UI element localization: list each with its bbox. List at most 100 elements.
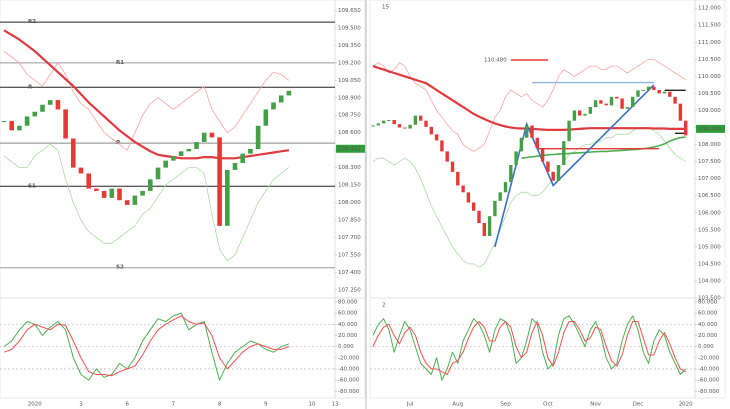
candle	[609, 96, 614, 106]
oscillator-line	[372, 315, 687, 381]
level-label: 110.480	[484, 58, 507, 64]
last-price-box	[336, 144, 365, 153]
candle	[387, 120, 391, 122]
candle	[509, 165, 513, 183]
candle	[124, 200, 130, 205]
x-tick-label: 8	[218, 402, 222, 408]
candle	[572, 110, 577, 121]
candle	[652, 86, 656, 91]
candle	[240, 153, 245, 163]
candle	[631, 96, 635, 108]
x-tick-label: 6	[125, 402, 129, 408]
candle	[466, 192, 471, 203]
y-tick-label: 112.000	[698, 6, 721, 12]
candle	[232, 162, 238, 170]
pivot-label: S1	[28, 183, 36, 189]
y-tick-label: 109.500	[698, 91, 721, 97]
candle	[94, 188, 99, 191]
candle	[263, 109, 269, 126]
candle	[255, 125, 261, 149]
x-tick-label: 2020	[28, 402, 42, 408]
indicator-line	[3, 143, 290, 262]
y-tick-label: 20.000	[698, 333, 718, 339]
y-tick-label: 103.500	[698, 296, 721, 302]
candle	[472, 202, 476, 211]
x-tick-label: 7	[172, 402, 176, 408]
y-tick-label: 0.000	[338, 344, 354, 350]
candle	[519, 137, 524, 152]
y-tick-label: 109.500	[338, 25, 361, 31]
y-tick-label: 107.250	[338, 287, 361, 293]
candle	[477, 210, 481, 223]
y-tick-label: 108.000	[698, 142, 721, 148]
candle	[9, 121, 14, 131]
candle	[668, 91, 672, 97]
x-tick-label: Jul	[406, 402, 414, 408]
candle	[456, 171, 460, 186]
candle	[248, 149, 253, 154]
panel-title: 2	[382, 303, 386, 309]
x-tick-label: Oct	[543, 402, 553, 408]
candle	[419, 115, 423, 121]
candle	[535, 137, 539, 148]
panel-title: 15	[382, 5, 389, 11]
y-tick-label: 108.150	[338, 183, 361, 189]
y-tick-label: 109.050	[338, 78, 361, 84]
y-tick-label: 106.500	[698, 193, 721, 199]
candle	[217, 137, 222, 226]
candle	[440, 140, 444, 152]
indicator-line	[372, 127, 686, 268]
candle	[32, 111, 38, 117]
candle	[567, 120, 571, 142]
candle	[546, 161, 550, 172]
candle	[599, 100, 603, 104]
candle	[140, 190, 145, 196]
candle	[615, 96, 619, 99]
y-tick-label: 0.000	[698, 344, 714, 350]
candle	[482, 222, 486, 236]
candle	[424, 120, 428, 127]
candle	[371, 125, 375, 127]
candle	[662, 91, 667, 94]
candle	[63, 109, 68, 139]
candle	[163, 160, 168, 168]
x-tick-label: Nov	[590, 402, 601, 408]
y-tick-label: -20.000	[698, 355, 720, 361]
indicator-line	[372, 58, 686, 152]
y-tick-label: 109.650	[338, 8, 361, 14]
x-tick-label: 3	[79, 402, 83, 408]
y-tick-label: 105.500	[698, 227, 721, 233]
pivot-label: S2	[116, 265, 124, 271]
candle	[684, 120, 688, 136]
candle	[271, 102, 276, 110]
y-tick-label: 60.000	[338, 311, 358, 317]
candle	[376, 123, 380, 126]
candle	[278, 95, 284, 103]
candle	[132, 195, 138, 205]
candle	[86, 173, 91, 189]
x-tick-label: 13	[332, 402, 339, 408]
y-tick-label: 108.600	[338, 130, 361, 136]
y-tick-label: 108.300	[338, 165, 361, 171]
y-tick-label: 107.700	[338, 235, 361, 241]
y-tick-label: 20.000	[338, 333, 358, 339]
trend-line	[494, 84, 655, 248]
pivot-label: R	[28, 84, 33, 90]
candle	[225, 169, 230, 226]
x-tick-label: 10	[309, 402, 316, 408]
y-tick-label: 109.350	[338, 43, 361, 49]
candle	[678, 103, 683, 121]
y-tick-label: -20.000	[338, 355, 360, 361]
candle	[55, 100, 61, 110]
candle	[530, 125, 534, 138]
y-tick-label: 60.000	[698, 311, 718, 317]
x-tick-label: 2020	[679, 402, 693, 408]
y-tick-label: -40.000	[698, 366, 720, 372]
y-tick-label: 110.000	[698, 74, 721, 80]
candle	[434, 134, 439, 141]
y-tick-label: 107.850	[338, 218, 361, 224]
candle	[397, 124, 402, 128]
y-tick-label: 104.500	[698, 261, 721, 267]
candle	[625, 107, 630, 109]
y-tick-label: 108.750	[338, 113, 361, 119]
